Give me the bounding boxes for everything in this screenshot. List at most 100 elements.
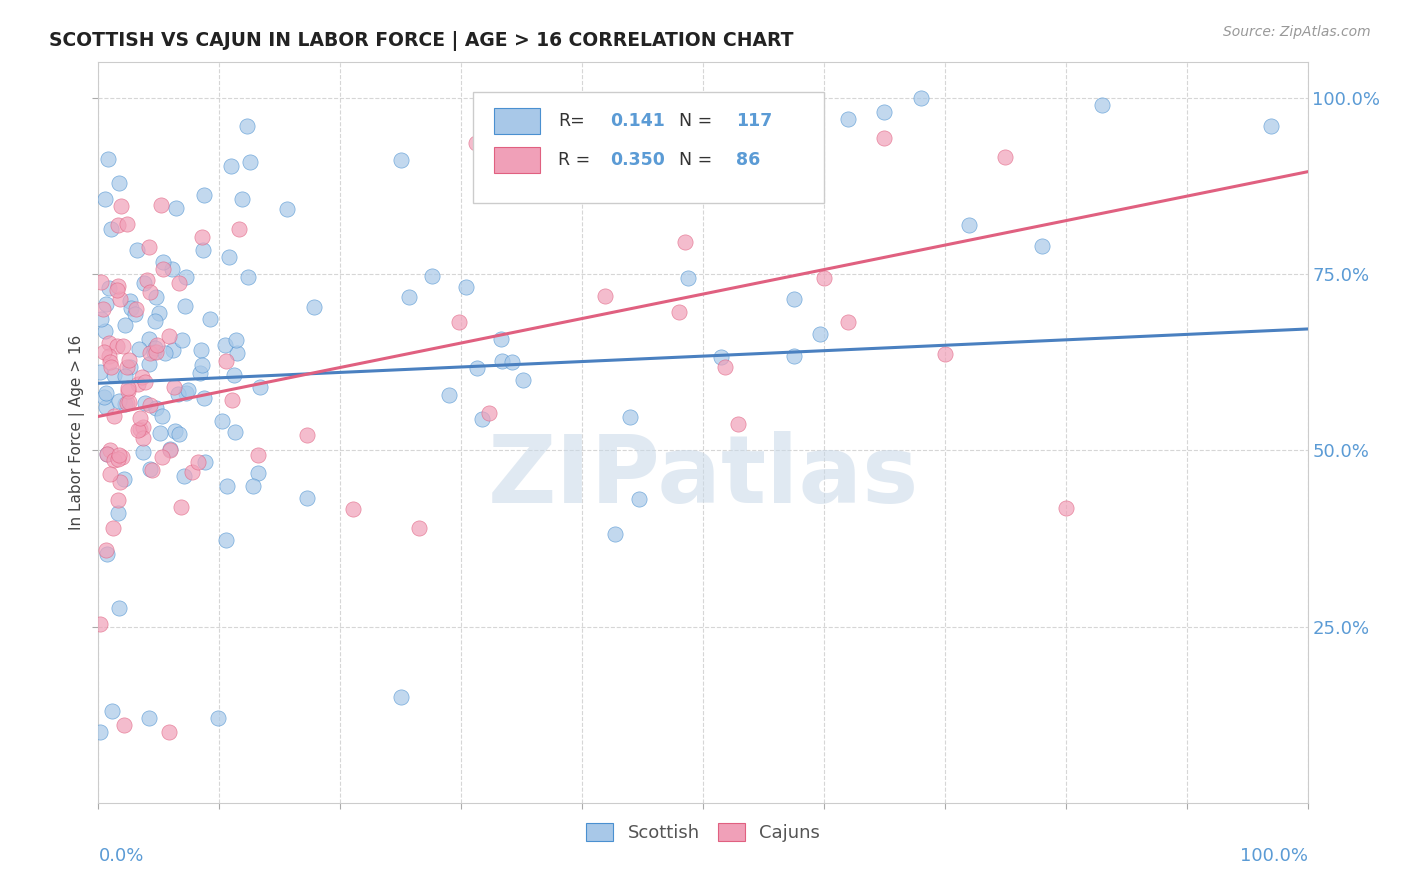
Point xyxy=(138,711,160,725)
Point xyxy=(668,305,690,319)
Point xyxy=(605,527,627,541)
Point xyxy=(145,344,167,359)
Point xyxy=(207,711,229,725)
Point xyxy=(408,521,430,535)
Point xyxy=(676,271,699,285)
Point xyxy=(165,424,187,438)
Point xyxy=(215,533,238,547)
Point xyxy=(101,704,124,718)
Text: R=: R= xyxy=(558,112,585,130)
Point xyxy=(247,466,270,480)
Point xyxy=(138,240,160,254)
Point xyxy=(101,521,124,535)
Point xyxy=(489,332,512,346)
Point xyxy=(174,386,197,401)
Point xyxy=(478,406,501,420)
Point xyxy=(120,301,142,315)
FancyBboxPatch shape xyxy=(494,108,540,135)
Point xyxy=(134,376,156,390)
Point xyxy=(107,451,129,466)
Point xyxy=(103,368,125,383)
Point xyxy=(94,324,117,338)
Point xyxy=(166,201,188,215)
Point xyxy=(228,222,250,236)
Point xyxy=(108,292,131,306)
Point xyxy=(727,417,749,431)
Point xyxy=(108,475,131,490)
Point xyxy=(465,360,488,375)
Point xyxy=(94,193,117,207)
Point xyxy=(117,353,139,368)
Point xyxy=(150,198,173,212)
Point xyxy=(173,469,195,483)
Point xyxy=(107,218,129,232)
Point xyxy=(96,447,118,461)
Point xyxy=(107,492,129,507)
Point xyxy=(170,500,193,514)
Point xyxy=(139,462,162,476)
Point xyxy=(152,262,174,277)
Point xyxy=(150,409,173,423)
Point xyxy=(166,387,188,401)
Text: N =: N = xyxy=(679,151,711,169)
Point xyxy=(710,350,733,364)
Point xyxy=(191,359,214,373)
Y-axis label: In Labor Force | Age > 16: In Labor Force | Age > 16 xyxy=(69,335,84,530)
Point xyxy=(96,547,118,561)
Point xyxy=(217,479,239,493)
Point xyxy=(957,218,980,232)
Point xyxy=(145,290,167,304)
Point xyxy=(139,285,162,300)
Point xyxy=(172,333,194,347)
Point xyxy=(143,341,166,355)
Point xyxy=(1054,500,1077,515)
Point xyxy=(131,370,153,384)
Point xyxy=(437,388,460,402)
Point xyxy=(236,270,259,285)
Point xyxy=(194,455,217,469)
Point xyxy=(107,278,129,293)
Point xyxy=(96,446,118,460)
Point xyxy=(226,346,249,360)
FancyBboxPatch shape xyxy=(494,147,540,173)
Text: R =: R = xyxy=(558,151,596,169)
Point xyxy=(150,450,173,464)
Point xyxy=(129,422,152,436)
Point xyxy=(593,289,616,303)
Point xyxy=(136,273,159,287)
Point xyxy=(157,725,180,739)
Point xyxy=(512,373,534,387)
Point xyxy=(117,381,139,395)
Point xyxy=(90,312,112,326)
Point xyxy=(125,302,148,317)
FancyBboxPatch shape xyxy=(474,92,824,203)
Point xyxy=(813,271,835,285)
Point xyxy=(588,179,610,194)
Point xyxy=(167,427,190,442)
Point xyxy=(115,360,138,375)
Point xyxy=(94,400,117,414)
Point xyxy=(107,601,129,615)
Point xyxy=(131,431,153,445)
Point xyxy=(94,296,117,310)
Point xyxy=(276,202,298,216)
Point xyxy=(98,443,121,458)
Point xyxy=(142,345,165,359)
Point xyxy=(127,377,149,392)
Point xyxy=(89,725,111,739)
Point xyxy=(471,412,494,426)
Point xyxy=(97,152,120,166)
Point xyxy=(89,616,111,631)
Point xyxy=(118,395,141,409)
Point xyxy=(111,339,134,353)
Point xyxy=(177,383,200,397)
Point xyxy=(120,293,142,308)
Text: 0.350: 0.350 xyxy=(610,151,665,169)
Point xyxy=(342,502,364,516)
Point xyxy=(239,154,262,169)
Point xyxy=(211,414,233,428)
Point xyxy=(132,276,155,290)
Point xyxy=(114,397,136,411)
Point xyxy=(111,450,134,465)
Point xyxy=(198,311,221,326)
